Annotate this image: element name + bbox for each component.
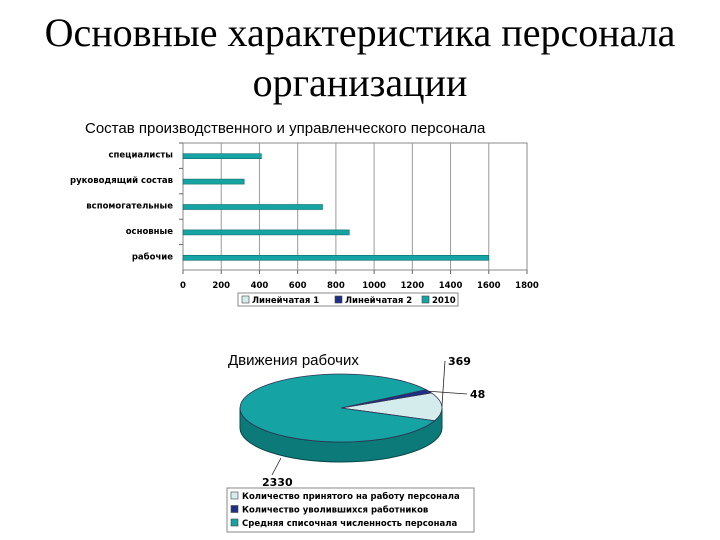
pie-legend-label: Количество принятого на работу персонала bbox=[242, 491, 460, 502]
pie-chart-title: Движения рабочих bbox=[228, 352, 359, 369]
bar-x-tick-label: 1200 bbox=[400, 281, 424, 291]
pie-leader-line bbox=[271, 457, 282, 476]
bar-2010-2 bbox=[182, 178, 245, 185]
bar-legend-swatch bbox=[421, 295, 430, 304]
bar-x-tick-label: 1800 bbox=[515, 281, 539, 291]
pie-slice-3 bbox=[239, 373, 436, 443]
pie-legend-label: Количество уволившихся работников bbox=[242, 505, 428, 516]
bar-legend-label: Линейчатая 2 bbox=[345, 296, 412, 306]
pie-legend-swatch bbox=[230, 491, 239, 500]
bar-legend-label: Линейчатая 1 bbox=[252, 296, 319, 306]
pie-leader-line bbox=[441, 360, 446, 407]
pie-leader-line bbox=[428, 390, 468, 395]
pie-value-label: 48 bbox=[470, 388, 485, 401]
pie-value-label: 369 bbox=[448, 355, 471, 368]
bar-x-tick-label: 600 bbox=[289, 281, 307, 291]
bar-category-label: руководящий состав bbox=[70, 176, 173, 186]
pie-legend-box bbox=[226, 487, 475, 533]
bar-legend-swatch bbox=[334, 295, 343, 304]
bar-x-tick-label: 400 bbox=[251, 281, 269, 291]
bar-legend-box bbox=[237, 292, 459, 307]
bar-category-label: специалисты bbox=[108, 151, 173, 161]
pie-legend-swatch bbox=[230, 518, 239, 527]
bar-chart-title: Состав производственного и управленческо… bbox=[85, 120, 486, 137]
bar-legend-swatch bbox=[241, 295, 250, 304]
bar-category-label: рабочие bbox=[132, 251, 173, 262]
bar-x-tick-label: 0 bbox=[180, 281, 186, 291]
pie-value-label: 2330 bbox=[262, 476, 293, 489]
bar-2010-1 bbox=[182, 153, 262, 159]
pie-slice-1 bbox=[340, 392, 443, 422]
bar-x-tick-label: 1600 bbox=[477, 281, 501, 291]
bar-2010-5 bbox=[182, 255, 490, 261]
bar-legend-label: 2010 bbox=[432, 296, 456, 306]
slide-title-line-2: организации bbox=[252, 60, 468, 105]
bar-2010-3 bbox=[182, 204, 323, 210]
bar-category-label: основные bbox=[126, 227, 174, 237]
pie-legend-swatch bbox=[230, 505, 239, 513]
bar-x-tick-label: 1000 bbox=[362, 281, 386, 291]
slide-title: Основные характеристика персонала органи… bbox=[0, 8, 720, 108]
bar-2010-4 bbox=[182, 229, 350, 236]
pie-legend-label: Средняя списочная численность персонала bbox=[242, 519, 457, 529]
bar-x-tick-label: 800 bbox=[327, 281, 345, 291]
bar-x-tick-label: 200 bbox=[212, 281, 230, 291]
bar-x-tick-label: 1400 bbox=[439, 281, 463, 291]
bar-category-label: вспомогательные bbox=[86, 202, 173, 212]
slide-title-line-1: Основные характеристика персонала bbox=[44, 10, 676, 55]
